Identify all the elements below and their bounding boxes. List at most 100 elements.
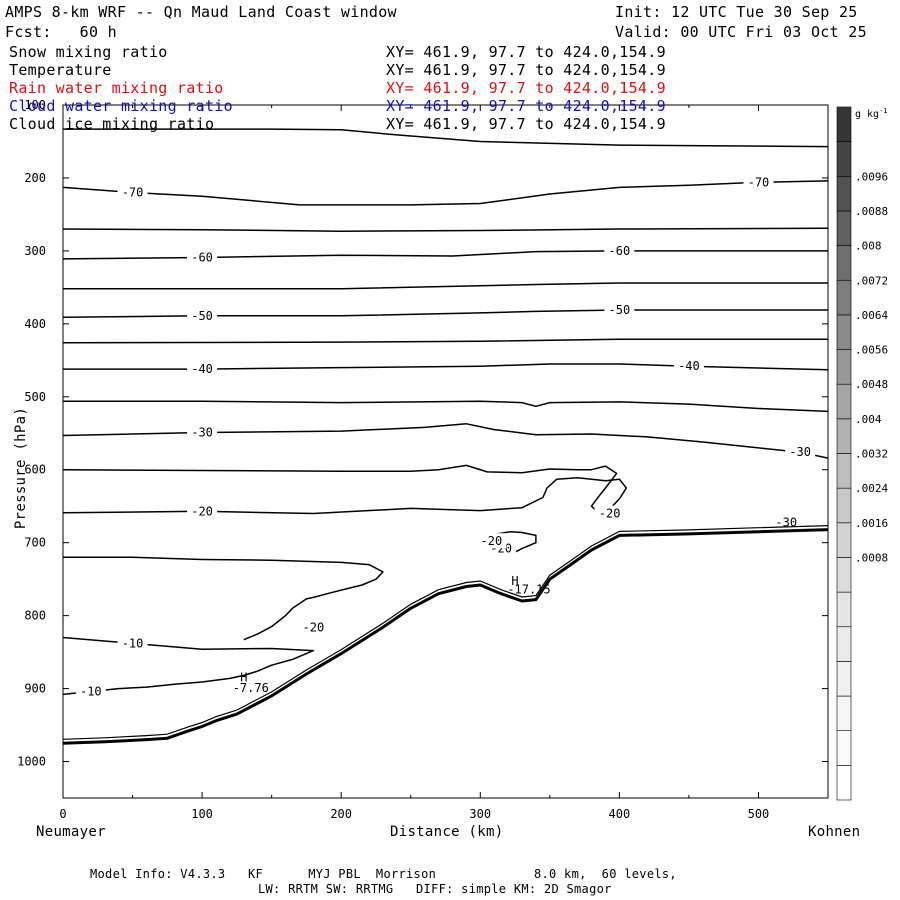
- contour-label-bg: [187, 503, 218, 519]
- model-info-line2: LW: RRTM SW: RRTMG DIFF: simple KM: 2D S…: [258, 882, 612, 896]
- contour-isotherm-65: [62, 227, 829, 232]
- annotation-label: H: [511, 574, 518, 588]
- colorbar: .0096 .0088 .008 .0072 .0064 .0056 .0048 .004 .0…: [836, 106, 888, 801]
- colorbar-swatch: [836, 695, 852, 731]
- y-tick-label: 200: [24, 171, 46, 185]
- y-tick-label: 400: [24, 317, 46, 331]
- colorbar-unit-exponent: -1: [879, 107, 887, 115]
- y-tick-label: 800: [24, 609, 46, 623]
- plot-frame: [62, 104, 829, 799]
- contour-terrain: [62, 528, 829, 745]
- contour-label: -60: [609, 244, 631, 258]
- contour-isotherm-70: [62, 180, 829, 206]
- contour-label-bg: [117, 635, 148, 651]
- colorbar-swatch: [836, 557, 852, 593]
- legend-field-xy: XY= 461.9, 97.7 to 424.0,154.9: [386, 97, 666, 115]
- contour-isotherm-upper: [63, 128, 829, 148]
- legend-field-xy: XY= 461.9, 97.7 to 424.0,154.9: [386, 43, 666, 61]
- left-station-label: Neumayer: [36, 824, 106, 840]
- annotation-label: -30: [775, 516, 797, 530]
- contour-label: -60: [191, 250, 213, 264]
- legend-field-name: Temperature: [9, 61, 112, 79]
- annotation-label: H: [240, 670, 247, 684]
- chart-title: AMPS 8-km WRF -- Qn Maud Land Coast wind…: [5, 3, 397, 21]
- contour-label-bg: [187, 424, 218, 440]
- contour-isotherm-10: [62, 636, 315, 696]
- colorbar-tick-label: .0016: [855, 517, 888, 530]
- contour-terrain-upper: [62, 525, 829, 740]
- contour-isotherm-35: [63, 400, 829, 413]
- colorbar-tick-label: .004: [855, 413, 882, 426]
- contour-label: -50: [609, 303, 631, 317]
- y-tick-label: 500: [24, 390, 46, 404]
- contour-label-bg: [187, 361, 218, 377]
- annotation-label: -20: [303, 621, 325, 635]
- contour-isotherm-40: [63, 363, 829, 371]
- contour-annotations: H-7.76H-17.15-30-20: [233, 516, 797, 696]
- contour-label: -50: [191, 309, 213, 323]
- colorbar-swatch: [836, 141, 852, 177]
- colorbar-swatch: [836, 245, 852, 281]
- contour-isotherm-30: [62, 423, 829, 459]
- colorbar-swatch: [836, 765, 852, 801]
- colorbar-tick-label: .0024: [855, 482, 888, 495]
- legend-field-name: Snow mixing ratio: [9, 43, 168, 61]
- contour-label-bg: [785, 444, 816, 460]
- y-axis-label: Pressure (hPa): [13, 406, 30, 530]
- colorbar-swatch: [836, 730, 852, 766]
- colorbar-swatch: [836, 279, 852, 316]
- contour-label: -20: [481, 534, 503, 548]
- colorbar-tick-label: .0088: [855, 205, 888, 218]
- contour-label: -30: [191, 426, 213, 440]
- colorbar-tick-label: .0056: [855, 344, 888, 357]
- contour-label: -70: [122, 186, 144, 200]
- contour-label-bg: [476, 533, 507, 549]
- colorbar-swatch: [836, 106, 852, 142]
- contour-isotherm-15: [63, 556, 384, 641]
- contour-label: -20: [599, 507, 621, 521]
- x-tick-label: 200: [330, 807, 352, 821]
- annotation-label: -17.15: [507, 583, 550, 597]
- y-tick-label: 100: [24, 98, 46, 112]
- contour-label-bg: [187, 249, 218, 265]
- colorbar-tick-label: .0096: [855, 170, 888, 183]
- y-tick-label: 1000: [17, 755, 46, 769]
- legend-field-xy: XY= 461.9, 97.7 to 424.0,154.9: [386, 61, 666, 79]
- model-info-line1: Model Info: V4.3.3 KF MYJ PBL Morrison 8…: [90, 867, 677, 881]
- colorbar-swatch: [836, 487, 852, 524]
- contour-isotherm-25: [62, 464, 618, 518]
- contour-label-bg: [117, 184, 148, 200]
- right-station-label: Kohnen: [808, 824, 861, 840]
- valid-time: Valid: 00 UTC Fri 03 Oct 25: [615, 23, 867, 41]
- x-tick-label: 300: [469, 807, 491, 821]
- contour-label: -40: [191, 362, 213, 376]
- contour-label: -20: [191, 504, 213, 518]
- colorbar-unit: g kg-1: [855, 107, 888, 120]
- colorbar-swatch: [836, 349, 852, 385]
- contour-isotherm-60: [62, 250, 828, 260]
- contour-isotherm-20: [62, 477, 628, 520]
- colorbar-swatch: [836, 626, 852, 662]
- contour-label-bg: [673, 358, 704, 374]
- contour-label-bg: [604, 301, 635, 317]
- y-tick-label: 700: [24, 536, 46, 550]
- colorbar-swatch: [836, 453, 852, 489]
- colorbar-tick-label: .0048: [855, 378, 888, 391]
- axis-ticks: 0 100 200 300 400 500 100 200 300 400 500 600 700 800…: [17, 98, 828, 821]
- contour-lines: -70 -70 -60 -60 -50 -50 -40 -40 -30 -30 -20 -20 -20 -…: [62, 128, 829, 745]
- contour-isotherm-45: [62, 338, 828, 344]
- colorbar-swatch: [836, 418, 852, 454]
- y-tick-label: 600: [24, 463, 46, 477]
- contour-label: -10: [122, 636, 144, 650]
- contour-label-bg: [743, 174, 774, 190]
- legend-field-xy: XY= 461.9, 97.7 to 424.0,154.9: [386, 115, 666, 133]
- contour-isotherm-50: [62, 309, 828, 319]
- colorbar-tick-label: .0008: [855, 551, 888, 564]
- colorbar-swatch: [836, 591, 852, 628]
- legend-field-name: Cloud ice mixing ratio: [9, 115, 215, 133]
- colorbar-swatch: [836, 176, 852, 212]
- legend-field-name: Rain water mixing ratio: [9, 79, 224, 97]
- init-time: Init: 12 UTC Tue 30 Sep 25: [615, 3, 858, 21]
- contour-isotherm-55: [63, 282, 828, 290]
